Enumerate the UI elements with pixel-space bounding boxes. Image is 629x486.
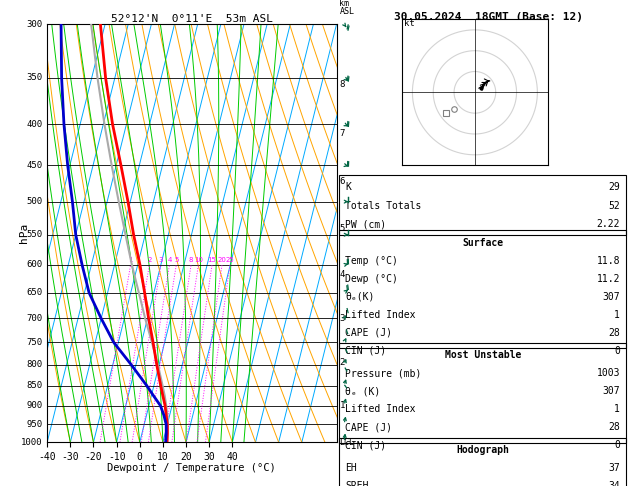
Text: 950: 950 (26, 420, 43, 429)
Text: 450: 450 (26, 160, 43, 170)
Text: 29: 29 (608, 182, 620, 192)
Text: 20: 20 (218, 257, 226, 263)
Text: Most Unstable: Most Unstable (445, 350, 521, 361)
Bar (340, 230, 626, 348)
Text: Totals Totals: Totals Totals (345, 201, 421, 211)
Text: 37: 37 (608, 463, 620, 473)
Text: 11.8: 11.8 (597, 256, 620, 266)
Text: 2: 2 (340, 358, 345, 367)
Text: kt: kt (404, 18, 415, 28)
Text: 2.22: 2.22 (597, 219, 620, 229)
Text: 1003: 1003 (597, 368, 620, 379)
Text: 300: 300 (26, 20, 43, 29)
Text: 0: 0 (615, 346, 620, 356)
Text: 52: 52 (608, 201, 620, 211)
Text: CAPE (J): CAPE (J) (345, 328, 392, 338)
Text: 28: 28 (608, 422, 620, 433)
Text: 350: 350 (26, 73, 43, 82)
Text: 15: 15 (208, 257, 216, 263)
Text: 600: 600 (26, 260, 43, 269)
Text: 0: 0 (615, 440, 620, 451)
Text: Surface: Surface (462, 238, 503, 248)
Text: CAPE (J): CAPE (J) (345, 422, 392, 433)
Text: 1: 1 (615, 404, 620, 415)
X-axis label: Dewpoint / Temperature (°C): Dewpoint / Temperature (°C) (108, 463, 276, 473)
Text: 700: 700 (26, 314, 43, 323)
Text: 6: 6 (340, 177, 345, 186)
Text: CIN (J): CIN (J) (345, 440, 386, 451)
Text: CIN (J): CIN (J) (345, 346, 386, 356)
Text: km
ASL: km ASL (340, 0, 354, 16)
Text: θₑ(K): θₑ(K) (345, 292, 375, 302)
Text: Pressure (mb): Pressure (mb) (345, 368, 421, 379)
Text: 1: 1 (615, 310, 620, 320)
Text: Lifted Index: Lifted Index (345, 404, 416, 415)
Text: 500: 500 (26, 197, 43, 206)
Text: Temp (°C): Temp (°C) (345, 256, 398, 266)
Bar (340, 438, 626, 486)
Text: 7: 7 (340, 129, 345, 138)
Text: 650: 650 (26, 288, 43, 297)
Text: 25: 25 (226, 257, 235, 263)
Text: PW (cm): PW (cm) (345, 219, 386, 229)
Bar (340, 175, 626, 235)
Text: Hodograph: Hodograph (456, 445, 509, 455)
Text: K: K (345, 182, 351, 192)
Text: 550: 550 (26, 230, 43, 239)
Text: 2: 2 (147, 257, 152, 263)
Text: Lifted Index: Lifted Index (345, 310, 416, 320)
Title: 52°12'N  0°11'E  53m ASL: 52°12'N 0°11'E 53m ASL (111, 14, 273, 23)
Text: 800: 800 (26, 360, 43, 369)
Text: 8: 8 (189, 257, 193, 263)
Text: θₑ (K): θₑ (K) (345, 386, 381, 397)
Legend: Temperature, Dewpoint, Parcel Trajectory, Dry Adiabat, Wet Adiabat, Isotherm, Mi: Temperature, Dewpoint, Parcel Trajectory… (431, 28, 512, 100)
Text: EH: EH (345, 463, 357, 473)
Text: 1: 1 (128, 257, 133, 263)
Text: 11.2: 11.2 (597, 274, 620, 284)
Text: 34: 34 (608, 481, 620, 486)
Text: 30.05.2024  18GMT (Base: 12): 30.05.2024 18GMT (Base: 12) (394, 12, 583, 22)
Text: 1000: 1000 (21, 438, 43, 447)
Text: 5: 5 (174, 257, 179, 263)
Text: 28: 28 (608, 328, 620, 338)
Bar (340, 343, 626, 443)
Text: 307: 307 (603, 292, 620, 302)
Text: 1: 1 (340, 401, 345, 410)
Text: 3: 3 (159, 257, 163, 263)
Text: SREH: SREH (345, 481, 369, 486)
Text: 850: 850 (26, 382, 43, 390)
Text: Dewp (°C): Dewp (°C) (345, 274, 398, 284)
Text: 307: 307 (603, 386, 620, 397)
Text: hPa: hPa (19, 223, 29, 243)
Text: 400: 400 (26, 120, 43, 129)
Text: 750: 750 (26, 338, 43, 347)
Text: 900: 900 (26, 401, 43, 410)
Text: 4: 4 (340, 270, 345, 278)
Text: 8: 8 (340, 80, 345, 89)
Text: 4: 4 (167, 257, 172, 263)
Text: LCL: LCL (340, 438, 354, 447)
Text: 5: 5 (340, 224, 345, 233)
Text: 3: 3 (340, 314, 345, 324)
Text: 10: 10 (194, 257, 203, 263)
